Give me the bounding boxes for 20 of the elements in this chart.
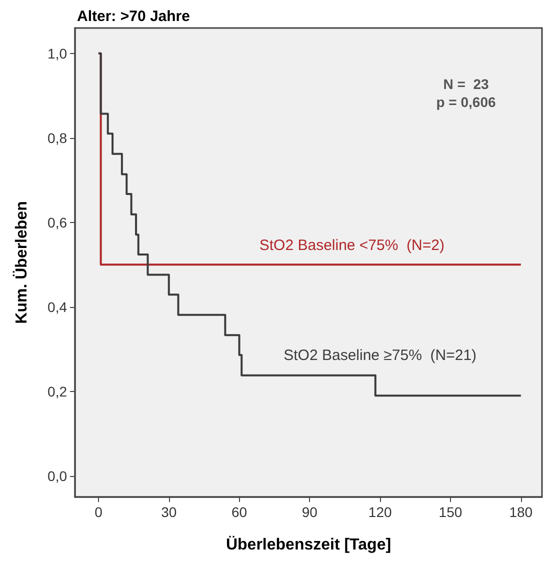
y-tick-label: 1,0	[48, 45, 68, 62]
y-axis-title: Kum. Überleben	[12, 201, 30, 324]
y-tick-label: 0,2	[48, 383, 68, 400]
x-tick-label: 90	[302, 504, 318, 520]
series-label: StO2 Baseline <75% (N=2)	[259, 237, 444, 254]
x-tick-label: 30	[161, 504, 177, 520]
y-tick-label: 0,8	[48, 130, 68, 146]
x-axis-title: Überlebenszeit [Tage]	[226, 536, 392, 554]
x-tick-label: 180	[509, 504, 533, 520]
y-tick-label: 0,6	[48, 214, 68, 230]
annotation: N = 23	[443, 76, 489, 92]
y-tick-label: 0,0	[48, 468, 68, 484]
annotation: p = 0,606	[436, 94, 496, 110]
x-tick-label: 120	[368, 504, 392, 520]
x-tick-label: 0	[94, 504, 103, 520]
series-label: StO2 Baseline ≥75% (N=21)	[284, 346, 477, 364]
x-tick-label: 150	[438, 504, 462, 520]
x-tick-label: 60	[231, 504, 248, 520]
chart-title: Alter: >70 Jahre	[77, 8, 190, 25]
y-tick-label: 0,4	[48, 298, 68, 315]
